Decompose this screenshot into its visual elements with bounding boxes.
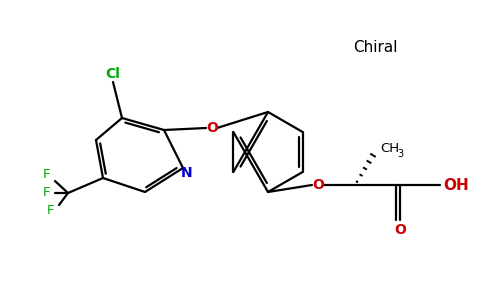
Text: 3: 3 xyxy=(397,149,403,159)
Text: Chiral: Chiral xyxy=(353,40,397,56)
Text: Cl: Cl xyxy=(106,67,121,81)
Text: N: N xyxy=(181,166,193,180)
Text: F: F xyxy=(43,169,51,182)
Text: F: F xyxy=(47,205,55,218)
Text: O: O xyxy=(312,178,324,192)
Text: OH: OH xyxy=(443,178,469,193)
Text: F: F xyxy=(43,187,51,200)
Text: CH: CH xyxy=(380,142,399,154)
Text: O: O xyxy=(394,223,406,237)
Text: O: O xyxy=(206,121,218,135)
